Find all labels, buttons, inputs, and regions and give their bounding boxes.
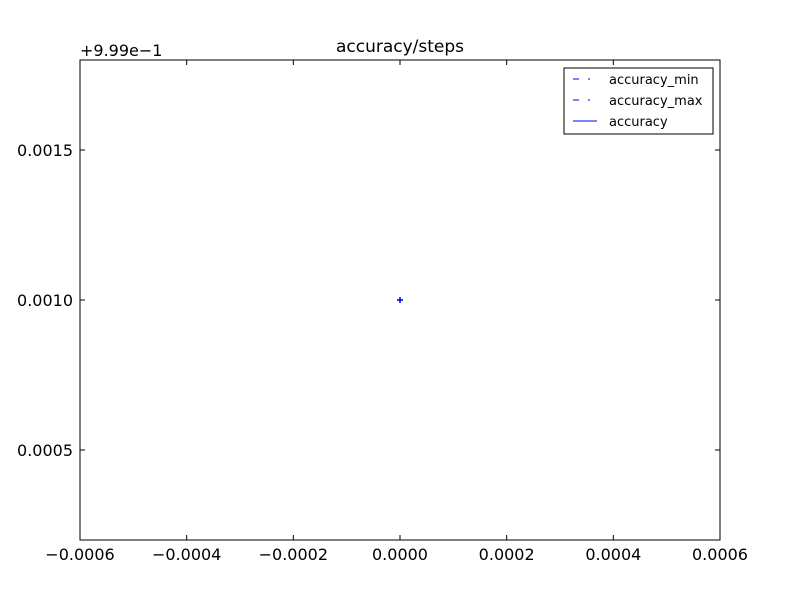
y-tick-label: 0.0005: [17, 441, 73, 460]
x-tick-label: −0.0002: [259, 545, 328, 564]
x-tick-label: −0.0006: [45, 545, 114, 564]
legend-label: accuracy: [609, 115, 668, 130]
x-tick-label: 0.0006: [692, 545, 748, 564]
y-tick-label: 0.0010: [17, 291, 73, 310]
x-tick-label: 0.0002: [479, 545, 535, 564]
x-tick-label: 0.0000: [372, 545, 428, 564]
legend-label: accuracy_max: [609, 94, 703, 109]
y-axis-ticks: 0.0005 0.0010 0.0015: [17, 141, 720, 460]
series-layer: [397, 297, 403, 303]
chart-title: accuracy/steps: [336, 37, 464, 57]
y-tick-label: 0.0015: [17, 141, 73, 160]
x-tick-label: −0.0004: [152, 545, 221, 564]
y-offset-label: +9.99e−1: [80, 41, 162, 60]
data-point-accuracy: [397, 297, 403, 303]
x-tick-label: 0.0004: [585, 545, 641, 564]
legend-label: accuracy_min: [609, 73, 699, 88]
legend: accuracy_min accuracy_max accuracy: [563, 67, 714, 135]
x-axis-ticks: −0.0006 −0.0004 −0.0002 0.0000 0.0002 0.0004 0…: [45, 60, 748, 564]
